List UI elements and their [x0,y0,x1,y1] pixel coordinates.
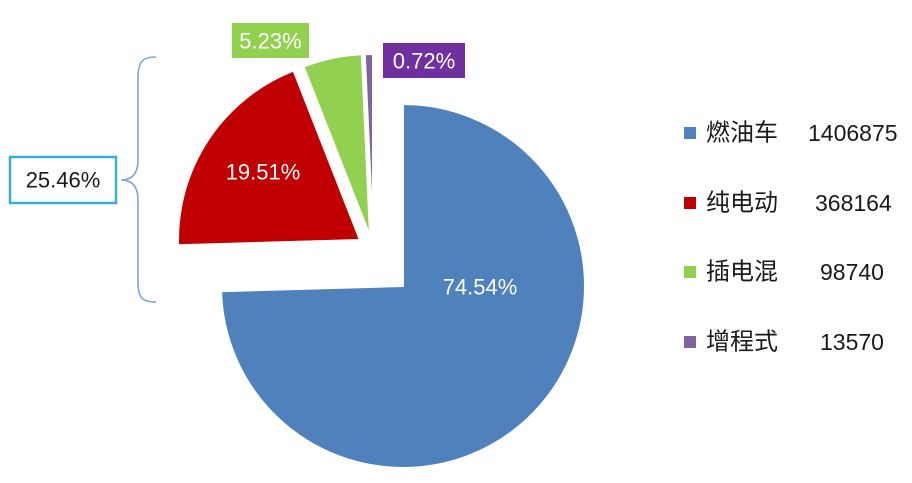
pie-slices [177,53,586,469]
data-label-erev: 0.72% [393,49,455,74]
legend-item-phev: 插电混 98740 [684,259,884,286]
legend-label: 燃油车 [706,120,778,147]
legend-value: 98740 [820,259,884,285]
legend-item-erev: 增程式 13570 [684,329,884,356]
legend-swatch [684,197,696,209]
curly-brace [120,56,157,303]
annotation-text: 25.46% [26,168,101,193]
legend-value: 1406875 [808,120,898,146]
legend-label: 增程式 [706,329,778,356]
annotation-box: 25.46% [8,155,118,205]
legend-swatch [684,127,696,139]
label-box-background [232,23,309,58]
label-box-background [383,43,465,78]
data-label-gasoline: 74.54% [443,275,518,300]
pie-slice-gasoline [220,103,586,469]
legend-value: 13570 [820,329,884,355]
data-label-box-phev: 5.23% [232,23,309,58]
data-label-phev: 5.23% [239,29,301,54]
pie-slice-phev [302,53,371,237]
annotation-box-border [8,155,118,205]
legend-label: 插电混 [706,259,778,286]
legend: 燃油车 1406875 纯电动 368164 插电混 98740 增程式 135… [684,120,898,356]
legend-label: 纯电动 [706,190,778,217]
data-label-bev: 19.51% [226,160,301,185]
data-label-box-erev: 0.72% [383,43,465,78]
legend-item-bev: 纯电动 368164 [684,190,892,217]
legend-item-gasoline: 燃油车 1406875 [684,120,898,147]
pie-slice-erev [363,53,374,237]
legend-swatch [684,336,696,348]
legend-swatch [684,266,696,278]
legend-value: 368164 [815,190,892,216]
pie-slice-bev [177,69,361,247]
